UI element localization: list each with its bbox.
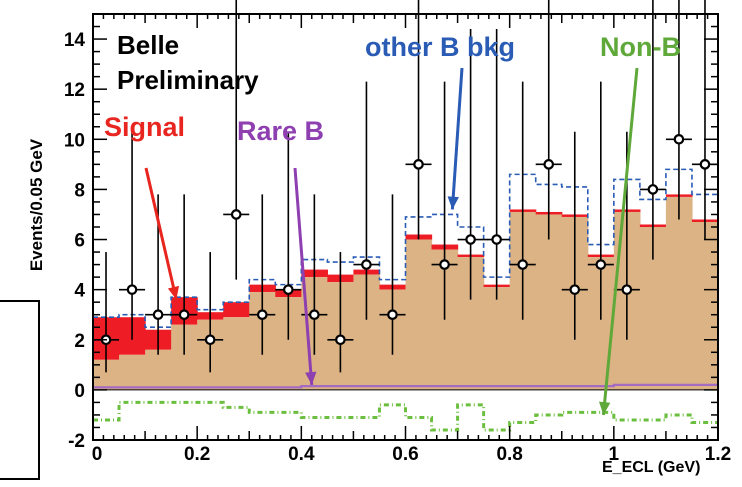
- x-axis-label: E_ECL (GeV): [602, 459, 700, 476]
- y-tick-label: 14: [64, 30, 86, 51]
- background-bar: [405, 239, 433, 390]
- non-b-line: [93, 400, 718, 432]
- data-point: [413, 159, 424, 170]
- annotation-arrow-shaft: [450, 67, 464, 210]
- data-point: [256, 309, 268, 321]
- data-point: [204, 334, 216, 346]
- x-tick-label: 0.4: [288, 444, 315, 465]
- data-point: [283, 284, 294, 295]
- y-tick-label: 12: [64, 80, 85, 101]
- data-point: [595, 259, 607, 270]
- y-tick-label: 4: [74, 281, 85, 302]
- annotation-label: Signal: [104, 112, 185, 142]
- data-point: [673, 133, 685, 145]
- annotation-arrow-head: [167, 285, 180, 300]
- data-point: [569, 284, 581, 295]
- experiment-label: Belle: [117, 30, 179, 60]
- annotation-label: Rare B: [237, 116, 324, 146]
- y-tick-label: 6: [74, 231, 85, 252]
- annotation-arrow-shaft: [144, 167, 178, 301]
- data-point: [309, 309, 320, 321]
- background-bar: [145, 349, 172, 390]
- data-point: [491, 234, 502, 245]
- x-tick-label: 0.8: [496, 444, 522, 465]
- y-tick-label: 2: [74, 331, 85, 352]
- background-bar: [119, 354, 146, 390]
- signal-bar: [223, 302, 250, 318]
- data-point: [543, 159, 555, 170]
- data-point: [439, 259, 450, 270]
- data-point: [517, 259, 528, 270]
- y-tick-label: -2: [68, 431, 85, 452]
- data-point: [178, 309, 190, 321]
- x-tick-label: 1: [609, 444, 620, 465]
- data-point: [230, 209, 242, 220]
- annotation-arrow-head: [305, 371, 317, 385]
- y-axis-label: Events/0.05 GeV: [27, 138, 46, 271]
- background-bar: [535, 214, 563, 390]
- data-point: [647, 184, 659, 195]
- data-point: [465, 234, 476, 245]
- x-tick-label: 0.2: [184, 444, 210, 465]
- y-tick-label: 8: [74, 180, 85, 201]
- x-tick-label: 0.6: [392, 444, 418, 465]
- y-tick-label: 0: [74, 381, 85, 402]
- data-point: [387, 309, 398, 321]
- data-point: [361, 259, 372, 270]
- data-point: [621, 284, 633, 295]
- x-tick-label: 1.2: [705, 444, 731, 465]
- annotation-label: other B bkg: [365, 32, 515, 62]
- background-bar: [483, 287, 511, 390]
- annotation-arrow-shaft: [601, 67, 639, 416]
- rare-b-line: [93, 383, 718, 389]
- data-point: [699, 159, 711, 170]
- annotation-arrow-head: [598, 401, 611, 415]
- other-b-bkg-line: [93, 168, 718, 329]
- annotation-label: Non-B: [600, 32, 681, 62]
- y-tick-label: 10: [64, 130, 85, 151]
- background-bar: [223, 317, 250, 390]
- annotation-arrow-shaft: [293, 167, 314, 385]
- side-frame: [0, 300, 40, 480]
- background-bar: [691, 221, 719, 390]
- annotation-arrow-head: [447, 196, 459, 210]
- data-point: [126, 284, 138, 295]
- background-bar: [665, 196, 693, 390]
- status-label: Preliminary: [117, 65, 259, 95]
- data-point: [152, 309, 164, 321]
- data-point: [335, 334, 346, 346]
- x-tick-label: 0: [92, 444, 103, 465]
